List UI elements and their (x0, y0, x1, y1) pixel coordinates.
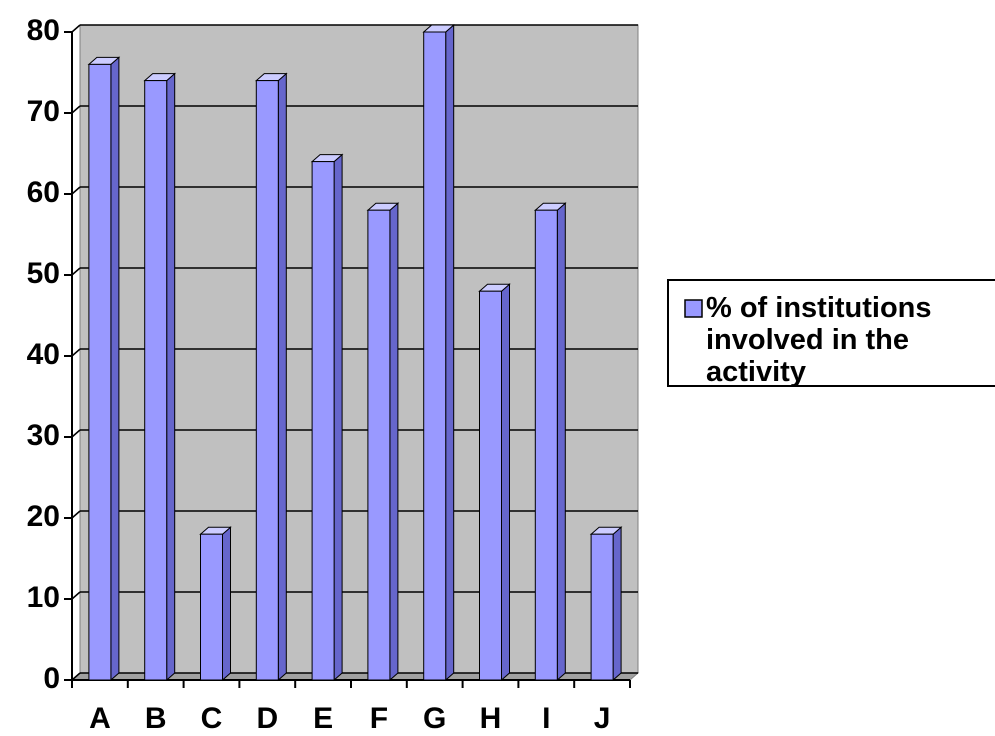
x-tick-label: C (201, 702, 223, 735)
bar-side (389, 202, 399, 682)
grid-line-side (71, 24, 81, 33)
legend-box (667, 279, 995, 387)
bar-side (445, 23, 455, 682)
y-tick-label: 20 (27, 500, 60, 533)
bar (143, 72, 177, 682)
bar-side (222, 526, 231, 682)
bar-front (311, 161, 335, 681)
legend-label: % of institutions involved in the activi… (706, 292, 932, 386)
y-tick-label: 80 (27, 14, 60, 47)
y-tick-label: 60 (27, 176, 60, 209)
bar-front (88, 63, 112, 681)
y-tick-label: 40 (27, 338, 60, 371)
bar (589, 526, 623, 682)
grid-line-side (71, 186, 81, 195)
bar-side (556, 202, 566, 682)
x-tick-label: D (256, 702, 278, 735)
y-tick-label: 10 (27, 581, 60, 614)
y-tick-label: 0 (43, 662, 60, 695)
bar-front (367, 209, 391, 681)
x-tick-label: F (370, 702, 388, 735)
bar-side (110, 56, 120, 682)
bar-front (200, 533, 223, 681)
y-tick-label: 50 (27, 257, 60, 290)
bar (254, 72, 288, 682)
grid-line-side (71, 429, 81, 438)
grid-line-side (71, 510, 81, 519)
bar-front (423, 31, 447, 681)
x-tick-label: I (542, 702, 550, 735)
bar-side (333, 153, 343, 682)
legend-swatch (684, 299, 703, 318)
bar-front (144, 80, 168, 681)
bar-side (612, 526, 622, 682)
bar-side (501, 283, 510, 682)
y-tick-label: 70 (27, 95, 60, 128)
x-tick-label: G (423, 702, 446, 735)
bar (533, 202, 567, 682)
grid-line-side (71, 267, 81, 276)
bar-front (255, 80, 279, 681)
x-tick-label: B (145, 702, 167, 735)
bar (422, 23, 456, 682)
grid-line-side (71, 348, 81, 357)
bar (199, 526, 232, 682)
y-tick-label: 30 (27, 419, 60, 452)
x-tick-label: H (480, 702, 502, 735)
bar-side (166, 72, 176, 682)
bar (366, 202, 400, 682)
legend-text: % of institutions involved in the activi… (706, 292, 932, 386)
bar-front (590, 533, 614, 681)
bar-side (277, 72, 287, 682)
grid-line-side (71, 105, 81, 114)
x-tick-label: J (594, 702, 611, 735)
bar-front (479, 290, 502, 681)
grid-line-side (71, 672, 81, 681)
x-tick-label: E (313, 702, 333, 735)
bar (87, 56, 121, 682)
bar-front (534, 209, 558, 681)
bar (478, 283, 511, 682)
grid-line-side (71, 591, 81, 600)
x-tick-label: A (89, 702, 111, 735)
bar (310, 153, 344, 682)
